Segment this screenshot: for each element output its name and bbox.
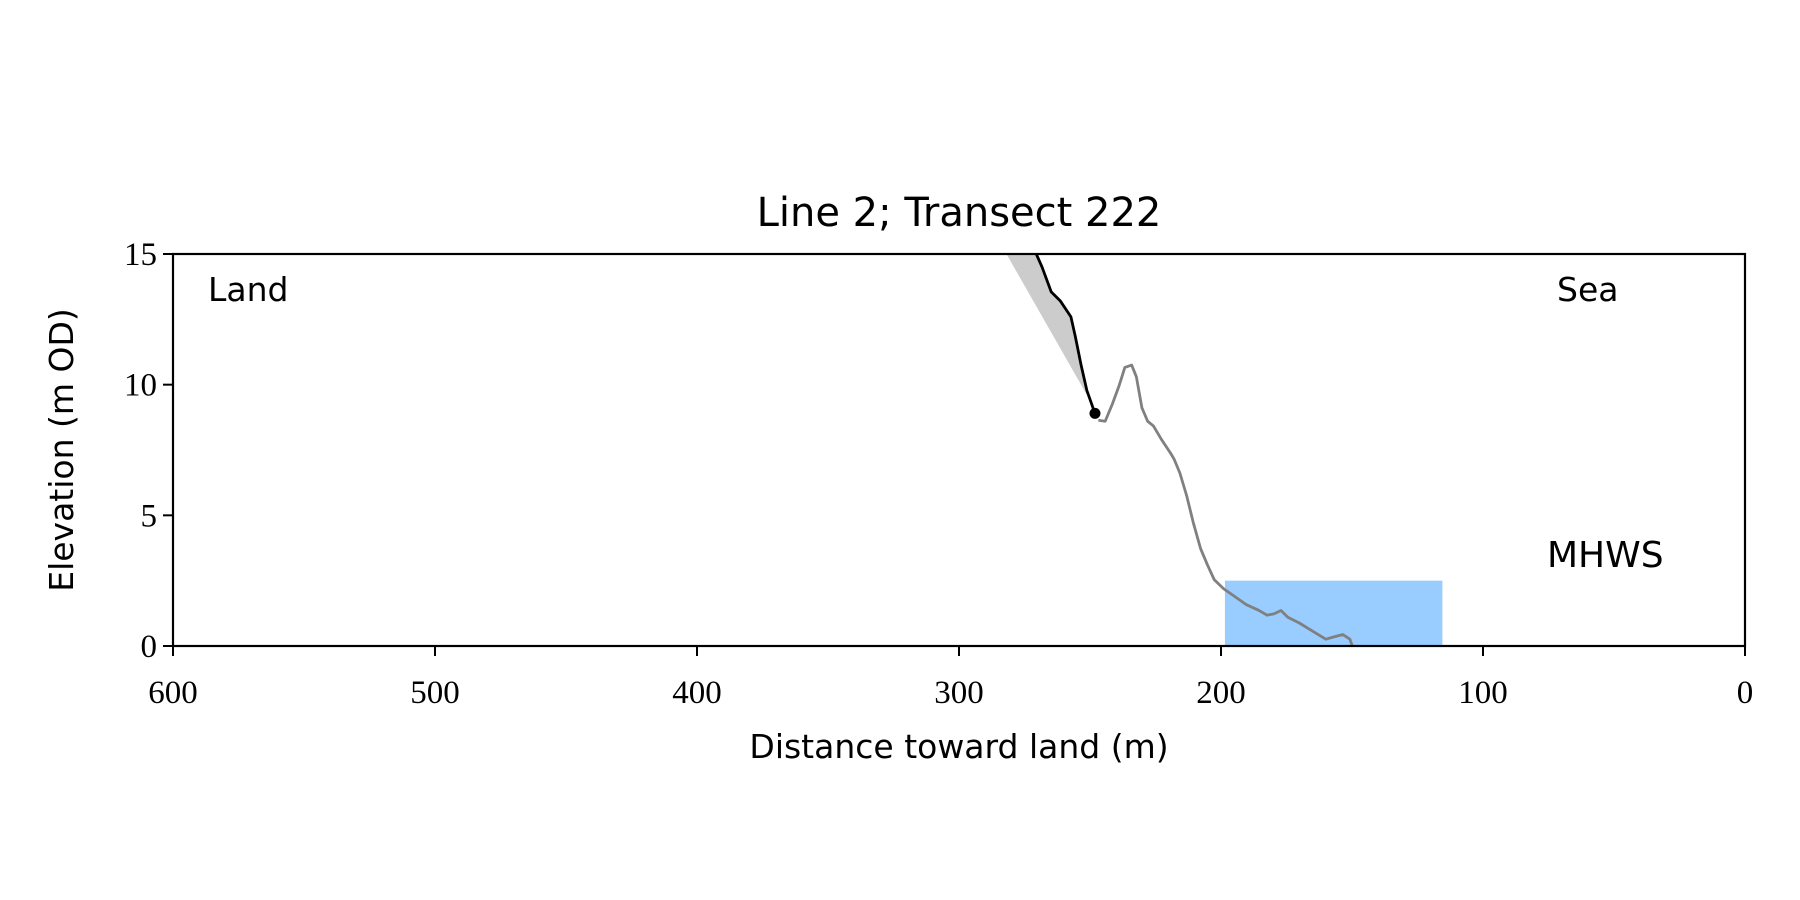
x-tick-label: 100	[1458, 675, 1508, 711]
y-axis-label: Elevation (m OD)	[42, 308, 81, 592]
x-tick-label: 0	[1737, 675, 1754, 711]
x-tick-label: 400	[672, 675, 722, 711]
cliff-toe	[1089, 407, 1101, 419]
y-tick-label: 5	[141, 498, 158, 534]
x-axis-label: Distance toward land (m)	[749, 727, 1168, 766]
y-tick-label: 0	[141, 629, 158, 665]
x-tick-label: 500	[410, 675, 460, 711]
x-tick-label: 300	[934, 675, 984, 711]
sea-label: Sea	[1557, 270, 1618, 309]
profile-line	[1098, 363, 1354, 647]
cliff-line	[1035, 253, 1097, 414]
y-tick-label: 10	[124, 368, 157, 404]
x-tick-label: 600	[148, 675, 198, 711]
mhws-label: MHWS	[1547, 535, 1664, 576]
chart-title: Line 2; Transect 222	[757, 190, 1162, 236]
eroded-area	[1006, 254, 1090, 401]
y-tick-label: 15	[124, 237, 157, 273]
land-label: Land	[208, 270, 288, 309]
x-tick-label: 200	[1196, 675, 1246, 711]
plot-frame	[171, 252, 1747, 648]
